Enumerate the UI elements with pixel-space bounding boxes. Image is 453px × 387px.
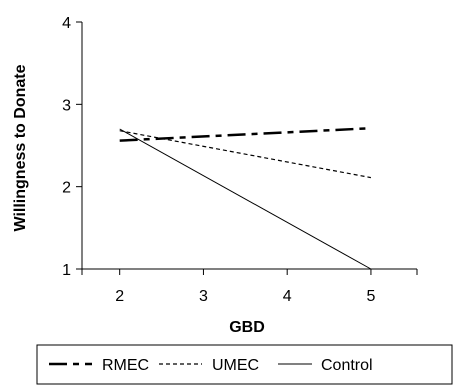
legend-items: RMEC UMEC Control xyxy=(49,357,373,374)
legend: RMEC UMEC Control xyxy=(36,344,453,385)
axes xyxy=(81,22,417,270)
series-lines xyxy=(119,126,372,270)
y-axis-title: Willingness to Donate xyxy=(12,64,29,231)
series-line-rmec xyxy=(119,126,371,142)
x-ticks: 2 3 4 5 xyxy=(81,269,418,305)
series-line-umec xyxy=(119,130,372,179)
x-tick-label: 4 xyxy=(283,288,292,305)
legend-label-umec: UMEC xyxy=(212,357,259,374)
legend-label-control: Control xyxy=(321,357,373,374)
x-tick-label: 3 xyxy=(199,288,208,305)
y-tick-label: 1 xyxy=(62,262,71,279)
y-ticks: 1 2 3 4 xyxy=(62,15,82,279)
x-tick-label: 2 xyxy=(115,288,124,305)
legend-box xyxy=(36,344,453,385)
y-tick-label: 2 xyxy=(62,180,71,197)
series-line-control xyxy=(119,128,372,270)
y-tick-label: 3 xyxy=(62,97,71,114)
y-tick-label: 4 xyxy=(62,15,71,32)
x-axis-title: GBD xyxy=(229,319,265,336)
legend-label-rmec: RMEC xyxy=(102,357,149,374)
x-tick-label: 5 xyxy=(366,288,375,305)
